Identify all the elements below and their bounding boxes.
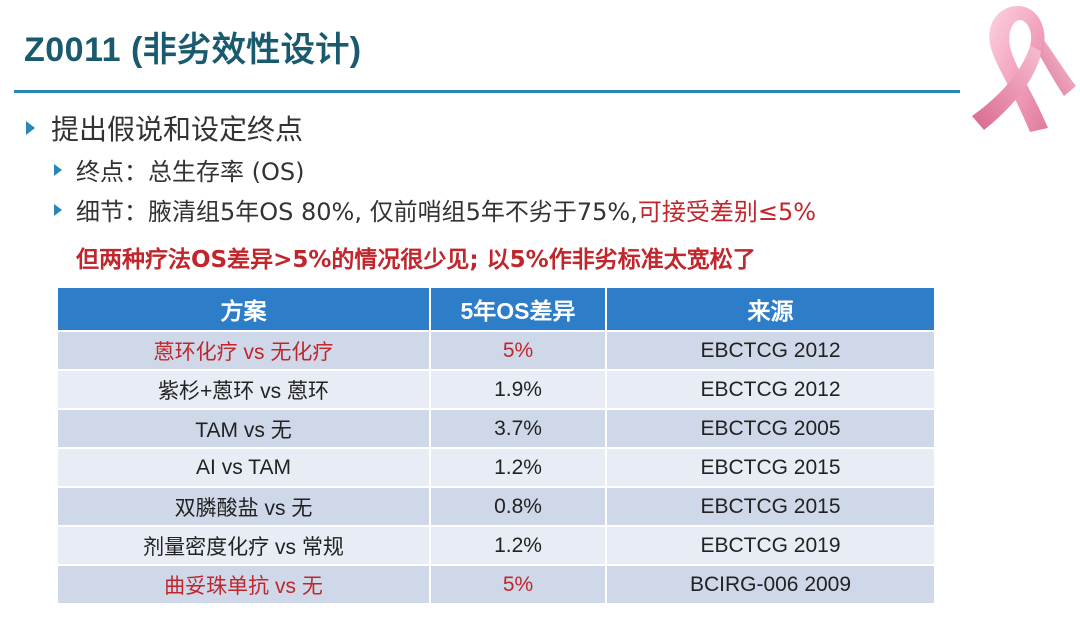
- table-row: 双膦酸盐 vs 无 0.8% EBCTCG 2015: [58, 486, 934, 526]
- cell-source: EBCTCG 2019: [606, 525, 934, 565]
- triangle-bullet-icon: [54, 203, 62, 216]
- table-row: TAM vs 无 3.7% EBCTCG 2005: [58, 408, 934, 448]
- bullet-text: 细节：腋清组5年OS 80%, 仅前哨组5年不劣于75%,: [76, 198, 638, 226]
- header-scheme: 方案: [58, 288, 431, 331]
- header-source: 来源: [606, 288, 934, 331]
- bullet-endpoint: 终点：总生存率 (OS): [54, 152, 304, 187]
- cell-source: EBCTCG 2012: [606, 369, 934, 409]
- table-row: 剂量密度化疗 vs 常规 1.2% EBCTCG 2019: [58, 525, 934, 565]
- cell-os-diff: 5%: [430, 330, 607, 370]
- cell-scheme: TAM vs 无: [58, 408, 431, 448]
- cell-source: BCIRG-006 2009: [606, 564, 934, 603]
- cell-source: EBCTCG 2012: [606, 330, 934, 370]
- bullet-text: 提出假说和设定终点: [51, 113, 304, 146]
- title-divider: [14, 90, 960, 93]
- cell-scheme: 剂量密度化疗 vs 常规: [58, 525, 431, 565]
- cell-source: EBCTCG 2005: [606, 408, 934, 448]
- triangle-bullet-icon: [54, 163, 62, 176]
- slide-title: Z0011 (非劣效性设计): [24, 31, 362, 69]
- cell-scheme: 曲妥珠单抗 vs 无: [58, 564, 431, 603]
- cell-scheme: 双膦酸盐 vs 无: [58, 486, 431, 526]
- cell-os-diff: 1.9%: [430, 369, 607, 409]
- bullet-highlight-text: 可接受差别≤5%: [637, 198, 817, 226]
- table-row: 紫杉+蒽环 vs 蒽环 1.9% EBCTCG 2012: [58, 369, 934, 409]
- bullet-text: 终点：总生存率 (OS): [76, 158, 305, 186]
- table-row: 曲妥珠单抗 vs 无 5% BCIRG-006 2009: [58, 564, 934, 603]
- cell-scheme: AI vs TAM: [58, 447, 431, 487]
- pink-ribbon-icon: [972, 6, 1076, 132]
- cell-os-diff: 0.8%: [430, 486, 607, 526]
- cell-source: EBCTCG 2015: [606, 486, 934, 526]
- header-os-diff: 5年OS差异: [430, 288, 607, 331]
- cell-scheme: 蒽环化疗 vs 无化疗: [58, 330, 431, 370]
- warning-note: 但两种疗法OS差异>5%的情况很少见; 以5%作非劣标准太宽松了: [76, 247, 756, 273]
- cell-source: EBCTCG 2015: [606, 447, 934, 487]
- cell-os-diff: 1.2%: [430, 525, 607, 565]
- bullet-detail: 细节：腋清组5年OS 80%, 仅前哨组5年不劣于75%, 可接受差别≤5%: [54, 192, 816, 227]
- os-difference-table: 方案 5年OS差异 来源 蒽环化疗 vs 无化疗 5% EBCTCG 2012 紫杉+…: [58, 288, 934, 603]
- table-row: 蒽环化疗 vs 无化疗 5% EBCTCG 2012: [58, 330, 934, 370]
- table-row: AI vs TAM 1.2% EBCTCG 2015: [58, 447, 934, 487]
- triangle-bullet-icon: [26, 121, 35, 135]
- table-header-row: 方案 5年OS差异 来源: [58, 288, 934, 331]
- cell-os-diff: 5%: [430, 564, 607, 603]
- cell-scheme: 紫杉+蒽环 vs 蒽环: [58, 369, 431, 409]
- bullet-hypothesis: 提出假说和设定终点: [26, 108, 303, 148]
- cell-os-diff: 3.7%: [430, 408, 607, 448]
- cell-os-diff: 1.2%: [430, 447, 607, 487]
